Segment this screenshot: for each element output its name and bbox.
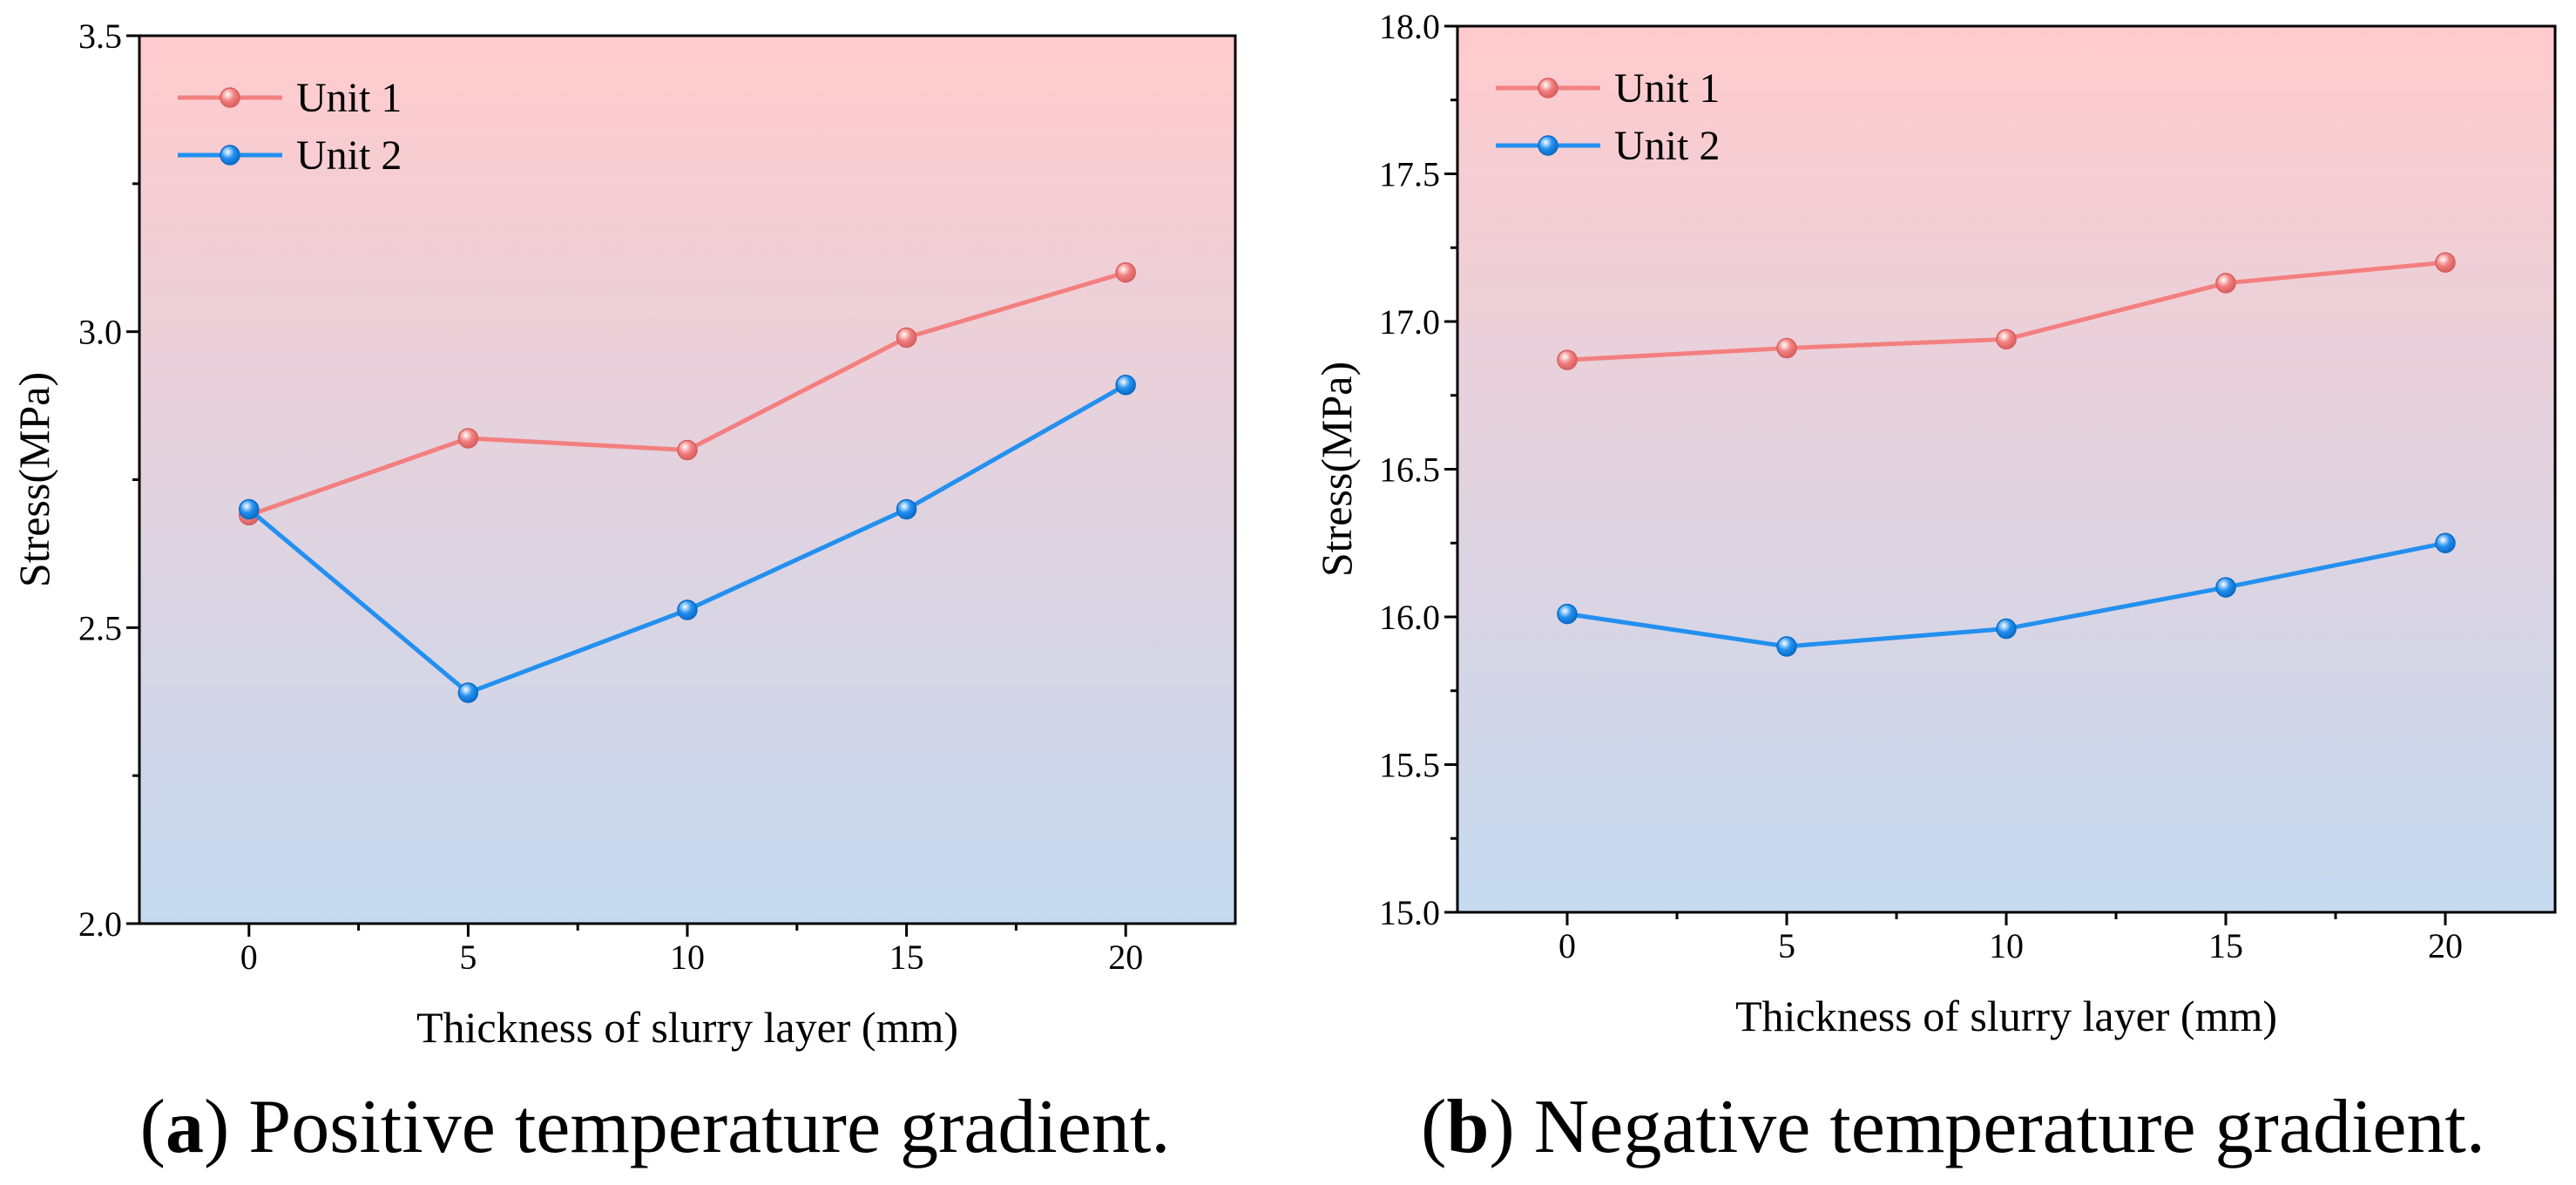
- x-tick-label: 0: [240, 938, 258, 977]
- legend-marker: [1538, 78, 1558, 98]
- data-point-unit-1: [2435, 252, 2456, 273]
- figure-caption: (a) Positive temperature gradient.: [140, 1085, 1171, 1169]
- data-point-unit-1: [1996, 328, 2017, 350]
- x-tick-label: 5: [459, 938, 477, 977]
- legend-label: Unit 2: [1614, 123, 1720, 169]
- caption-label: a: [166, 1085, 204, 1169]
- legend-label: Unit 1: [1614, 65, 1720, 112]
- legend-marker: [220, 145, 240, 166]
- x-tick-label: 10: [1989, 926, 2024, 965]
- y-tick-label: 15.0: [1379, 893, 1440, 932]
- legend-label: Unit 1: [296, 75, 402, 121]
- legend-item-unit-2: Unit 2: [1496, 123, 1720, 169]
- x-axis-title: Thickness of slurry layer (mm): [416, 1003, 958, 1052]
- legend: Unit 1 Unit 2: [1496, 65, 1720, 169]
- data-point-unit-1: [1115, 261, 1136, 283]
- data-point-unit-1: [896, 327, 917, 349]
- data-point-unit-1: [1557, 349, 1578, 370]
- data-point-unit-2: [1996, 618, 2017, 640]
- figure-caption: (b) Negative temperature gradient.: [1421, 1085, 2485, 1169]
- legend-item-unit-2: Unit 2: [178, 132, 402, 179]
- y-tick-label: 15.5: [1379, 746, 1440, 785]
- y-axis-title: Stress(MPa): [1312, 362, 1361, 577]
- data-point-unit-1: [2215, 273, 2236, 294]
- legend-label: Unit 2: [296, 132, 402, 179]
- legend-item-unit-1: Unit 1: [178, 75, 402, 121]
- caption-close-paren: ): [1489, 1085, 1514, 1169]
- y-axis-title: Stress(MPa): [10, 372, 58, 587]
- legend: Unit 1 Unit 2: [178, 75, 402, 179]
- data-point-unit-2: [1776, 636, 1797, 657]
- data-point-unit-2: [1115, 375, 1136, 396]
- data-point-unit-2: [2215, 577, 2236, 598]
- data-point-unit-1: [457, 428, 479, 449]
- y-tick-label: 3.0: [78, 313, 122, 352]
- data-point-unit-2: [239, 498, 260, 520]
- y-tick-label: 18.0: [1379, 7, 1440, 46]
- plot-background: [1457, 26, 2555, 912]
- y-tick-label: 16.0: [1379, 598, 1440, 637]
- caption-label: b: [1446, 1085, 1489, 1169]
- data-point-unit-1: [1776, 337, 1797, 359]
- data-point-unit-1: [677, 439, 698, 461]
- y-tick-label: 17.0: [1379, 302, 1440, 342]
- caption-text: Positive temperature gradient.: [248, 1085, 1170, 1169]
- x-tick-label: 0: [1558, 926, 1576, 965]
- caption-open-paren: (: [140, 1085, 166, 1169]
- y-tick-label: 3.5: [78, 17, 122, 56]
- plot-frame: [138, 34, 1237, 925]
- data-point-unit-2: [457, 682, 479, 703]
- plot-frame: [1456, 24, 2557, 914]
- plot-background: [139, 36, 1235, 924]
- caption-text: Negative temperature gradient.: [1534, 1085, 2485, 1169]
- x-tick-label: 20: [2428, 926, 2463, 965]
- legend-item-unit-1: Unit 1: [1496, 65, 1720, 112]
- y-tick-label: 16.5: [1379, 450, 1440, 490]
- chart-a: 2.0 2.5 3.0 3.5 0 5 10 15 20 Unit 1 Unit 2 Thicknes…: [10, 17, 1237, 1169]
- y-tick-label: 2.5: [78, 608, 122, 647]
- x-tick-label: 15: [889, 938, 924, 977]
- chart-b: 15.0 15.5 16.0 16.5 17.0 17.5 18.0 0 5 10 15 20 Unit…: [1312, 7, 2557, 1169]
- caption-close-paren: ): [204, 1085, 229, 1169]
- data-point-unit-2: [2435, 532, 2456, 553]
- x-tick-label: 5: [1778, 926, 1795, 965]
- data-point-unit-2: [1557, 603, 1578, 625]
- y-tick-label: 2.0: [78, 904, 122, 944]
- data-point-unit-2: [896, 498, 917, 520]
- data-point-unit-2: [677, 599, 698, 620]
- x-tick-label: 15: [2208, 926, 2243, 965]
- x-axis-title: Thickness of slurry layer (mm): [1735, 992, 2277, 1040]
- legend-marker: [1538, 135, 1558, 156]
- x-tick-label: 20: [1108, 938, 1143, 977]
- y-tick-label: 17.5: [1379, 155, 1440, 194]
- caption-open-paren: (: [1421, 1085, 1446, 1169]
- legend-marker: [220, 87, 240, 108]
- x-tick-label: 10: [670, 938, 705, 977]
